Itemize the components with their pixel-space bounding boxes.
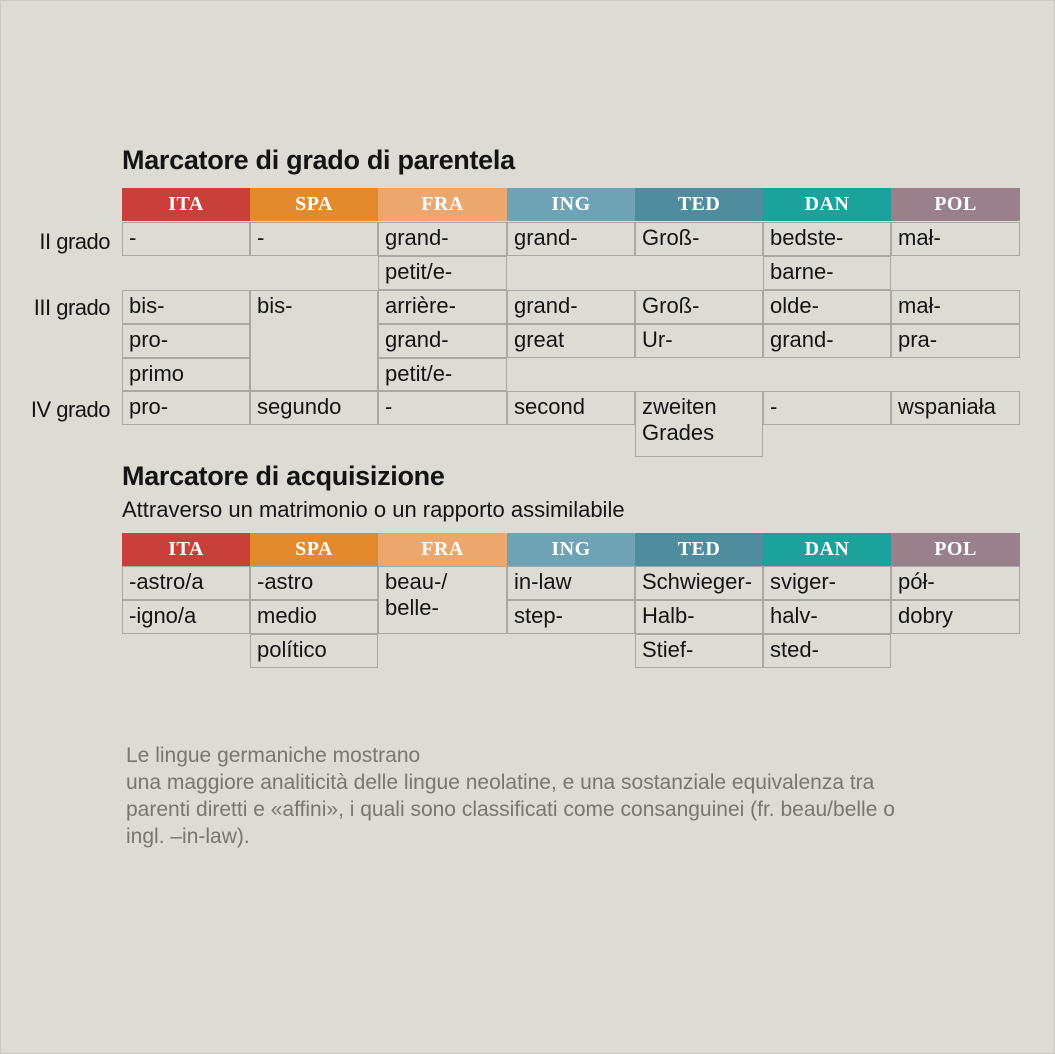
header-dan: DAN: [763, 188, 891, 221]
header2-ing: ING: [507, 533, 635, 566]
cell-ii-fra-2: petit/e-: [378, 256, 507, 290]
cell-ii-fra-1: grand-: [378, 222, 507, 256]
section2-subtitle: Attraverso un matrimonio o un rapporto a…: [122, 497, 625, 522]
cell-iii-fra-1: arrière-: [378, 290, 507, 324]
cell-ii-ted: Groß-: [635, 222, 763, 256]
header-spa: SPA: [250, 188, 378, 221]
cell-iii-ted-2: Ur-: [635, 324, 763, 358]
cell-acq-pol-2: dobry: [891, 600, 1020, 634]
cell-iii-ita-2: pro-: [122, 324, 250, 358]
header2-pol: POL: [891, 533, 1020, 566]
cell-acq-fra-line-1: beau-/: [385, 569, 448, 594]
cell-acq-spa-1: -astro: [250, 566, 378, 600]
row-label-iv-grado: IV grado: [30, 397, 111, 422]
cell-iv-ted-line-2: Grades: [642, 420, 715, 445]
cell-iii-spa: bis-: [250, 290, 378, 391]
cell-iv-spa: segundo: [250, 391, 378, 425]
cell-acq-pol-1: pół-: [891, 566, 1020, 600]
cell-iv-pol: wspaniała: [891, 391, 1020, 425]
cell-iii-fra-2: grand-: [378, 324, 507, 358]
cell-acq-spa-2: medio: [250, 600, 378, 634]
cell-ii-pol: mał-: [891, 222, 1020, 256]
row-label-ii-grado: II grado: [39, 229, 110, 254]
cell-acq-ted-3: Stief-: [635, 634, 763, 668]
footnote-line-2: una maggiore analiticità delle lingue ne…: [126, 771, 875, 794]
cell-iv-fra: -: [378, 391, 507, 425]
footnote-line-1: Le lingue germaniche mostrano: [126, 744, 421, 767]
cell-iii-ing-2: great: [507, 324, 635, 358]
cell-acq-dan-3: sted-: [763, 634, 891, 668]
cell-iii-ita-3: primo: [122, 358, 250, 391]
section1-title: Marcatore di grado di parentela: [122, 145, 515, 175]
header-ing: ING: [507, 188, 635, 221]
cell-iii-ita-1: bis-: [122, 290, 250, 324]
row-label-iii-grado: III grado: [33, 295, 111, 320]
header-fra: FRA: [378, 188, 507, 221]
header2-ted: TED: [635, 533, 763, 566]
header2-spa: SPA: [250, 533, 378, 566]
cell-iv-dan: -: [763, 391, 891, 425]
header2-dan: DAN: [763, 533, 891, 566]
cell-ii-ita: -: [122, 222, 250, 256]
cell-acq-spa-3: político: [250, 634, 378, 668]
cell-acq-dan-2: halv-: [763, 600, 891, 634]
cell-acq-ita-2: -igno/a: [122, 600, 250, 634]
cell-iii-dan-2: grand-: [763, 324, 891, 358]
section2-title: Marcatore di acquisizione: [122, 461, 445, 491]
footnote-line-3: parenti diretti e «affini», i quali sono…: [126, 798, 895, 821]
cell-acq-dan-1: sviger-: [763, 566, 891, 600]
header-ted: TED: [635, 188, 763, 221]
cell-iv-ted-line-1: zweiten: [642, 394, 717, 419]
header2-ita: ITA: [122, 533, 250, 566]
cell-acq-ted-2: Halb-: [635, 600, 763, 634]
cell-acq-ita-1: -astro/a: [122, 566, 250, 600]
cell-acq-ted-1: Schwieger-: [635, 566, 763, 600]
cell-ii-spa: -: [250, 222, 378, 256]
header2-fra: FRA: [378, 533, 507, 566]
cell-iii-ing-1: grand-: [507, 290, 635, 324]
header-ita: ITA: [122, 188, 250, 221]
cell-acq-fra-line-2: belle-: [385, 595, 439, 620]
cell-acq-ing-2: step-: [507, 600, 635, 634]
footnote: Le lingue germaniche mostrano una maggio…: [126, 742, 1006, 850]
cell-iv-ita: pro-: [122, 391, 250, 425]
header-pol: POL: [891, 188, 1020, 221]
cell-ii-ing: grand-: [507, 222, 635, 256]
cell-iii-dan-1: olde-: [763, 290, 891, 324]
cell-iii-fra-3: petit/e-: [378, 358, 507, 391]
cell-iv-ing: second: [507, 391, 635, 425]
cell-acq-ing-1: in-law: [507, 566, 635, 600]
cell-iii-ted-1: Groß-: [635, 290, 763, 324]
cell-iv-ted: zweiten Grades: [635, 391, 763, 457]
cell-acq-fra: beau-/ belle-: [378, 566, 507, 634]
cell-ii-dan-2: barne-: [763, 256, 891, 290]
cell-ii-dan-1: bedste-: [763, 222, 891, 256]
footnote-line-4: ingl. –in-law).: [126, 825, 250, 848]
cell-iii-pol-2: pra-: [891, 324, 1020, 358]
cell-iii-pol-1: mał-: [891, 290, 1020, 324]
